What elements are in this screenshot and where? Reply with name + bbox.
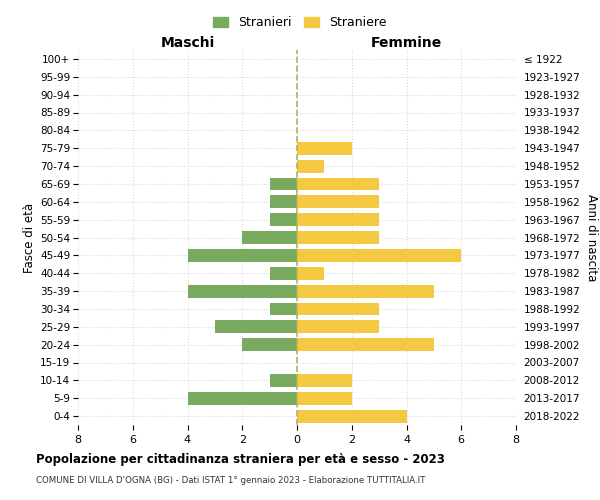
Bar <box>187 284 297 298</box>
Bar <box>269 213 297 226</box>
Bar <box>297 410 407 422</box>
Bar <box>297 178 379 190</box>
Bar <box>297 196 379 208</box>
Bar <box>242 338 297 351</box>
Bar <box>297 160 325 172</box>
Bar <box>297 320 379 333</box>
Bar <box>269 302 297 316</box>
Bar <box>297 392 352 404</box>
Y-axis label: Anni di nascita: Anni di nascita <box>584 194 598 281</box>
Bar <box>187 249 297 262</box>
Bar <box>297 142 352 154</box>
Text: COMUNE DI VILLA D'OGNA (BG) - Dati ISTAT 1° gennaio 2023 - Elaborazione TUTTITAL: COMUNE DI VILLA D'OGNA (BG) - Dati ISTAT… <box>36 476 425 485</box>
Text: Popolazione per cittadinanza straniera per età e sesso - 2023: Popolazione per cittadinanza straniera p… <box>36 452 445 466</box>
Bar <box>297 231 379 244</box>
Bar <box>297 374 352 387</box>
Bar <box>269 196 297 208</box>
Bar <box>269 374 297 387</box>
Bar <box>297 249 461 262</box>
Bar <box>269 267 297 280</box>
Legend: Stranieri, Straniere: Stranieri, Straniere <box>208 11 392 34</box>
Y-axis label: Fasce di età: Fasce di età <box>23 202 36 272</box>
Bar <box>297 267 325 280</box>
Bar <box>269 178 297 190</box>
Bar <box>297 302 379 316</box>
Bar <box>242 231 297 244</box>
Bar <box>297 338 434 351</box>
Bar <box>187 392 297 404</box>
Text: Femmine: Femmine <box>371 36 442 50</box>
Text: Maschi: Maschi <box>160 36 215 50</box>
Bar <box>297 213 379 226</box>
Bar <box>215 320 297 333</box>
Bar <box>297 284 434 298</box>
